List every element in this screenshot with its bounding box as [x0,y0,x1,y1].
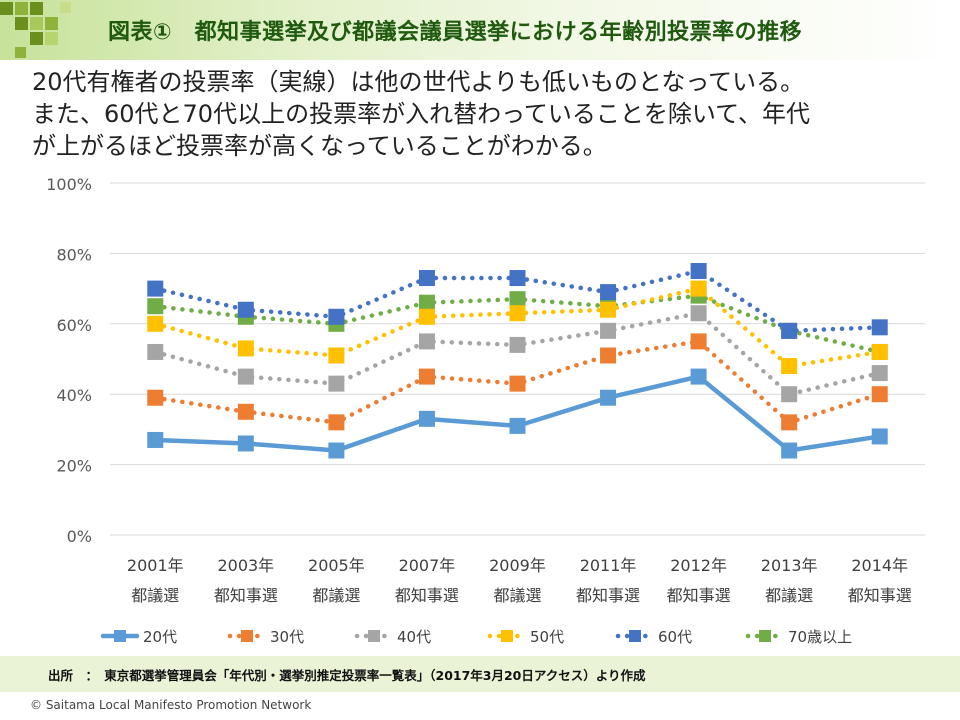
data-point [147,280,164,297]
data-point [509,291,526,308]
data-point [147,315,164,332]
data-point [328,442,345,459]
data-point [418,410,435,427]
copyright: © Saitama Local Manifesto Promotion Netw… [30,698,312,712]
x-tick-label: 都知事選 [848,586,912,605]
data-point [328,308,345,325]
legend-marker [759,630,771,642]
data-point [690,280,707,297]
x-tick-label: 2005年 [308,556,365,575]
data-point [600,347,617,364]
y-tick-label: 0% [67,527,92,546]
y-tick-label: 20% [56,457,92,476]
x-tick-label: 都知事選 [576,586,640,605]
data-point [418,270,435,287]
data-point [328,375,345,392]
description-line: 20代有権者の投票率（実線）は他の世代よりも低いものとなっている。 [32,68,805,96]
data-point [690,305,707,322]
data-point [509,375,526,392]
logo-squares-icon [0,2,71,58]
data-point [871,319,888,336]
data-point [509,417,526,434]
legend-marker [501,630,513,642]
legend-label: 50代 [530,628,564,646]
x-tick-label: 2003年 [217,556,274,575]
data-point [237,403,254,420]
description-line: また、60代と70代以上の投票率が入れ替わっていることを除いて、年代 [32,100,810,128]
data-point [237,435,254,452]
x-tick-label: 2009年 [489,556,546,575]
data-point [690,368,707,385]
data-point [509,305,526,322]
data-point [781,358,798,375]
data-point [147,389,164,406]
x-tick-label: 都知事選 [667,586,731,605]
data-point [871,428,888,445]
data-point [328,414,345,431]
data-point [600,389,617,406]
legend-label: 20代 [143,628,177,646]
data-point [237,340,254,357]
x-tick-label: 都議選 [493,586,541,605]
legend-marker [629,630,641,642]
x-tick-label: 2007年 [399,556,456,575]
source-bar: 出所 ： 東京都選挙管理員会「年代別・選挙別推定投票率一覧表」（2017年3月2… [0,656,960,692]
data-point [418,333,435,350]
data-point [600,301,617,318]
description-line: が上がるほど投票率が高くなっていることがわかる。 [32,132,607,160]
data-point [781,322,798,339]
x-tick-label: 2011年 [580,556,637,575]
description: 20代有権者の投票率（実線）は他の世代よりも低いものとなっている。 また、60代… [32,66,932,162]
legend-label: 40代 [397,628,431,646]
x-tick-label: 2014年 [851,556,908,575]
data-point [328,347,345,364]
y-tick-label: 100% [46,175,92,194]
data-point [237,368,254,385]
legend-label: 70歳以上 [788,628,852,646]
x-tick-label: 都知事選 [214,586,278,605]
data-point [418,294,435,311]
x-tick-label: 都知事選 [395,586,459,605]
data-point [690,263,707,279]
data-point [237,301,254,318]
data-point [509,336,526,353]
y-tick-label: 40% [56,386,92,405]
data-point [871,365,888,382]
data-point [600,322,617,339]
page-title: 図表① 都知事選挙及び都議会議員選挙における年齢別投票率の推移 [108,20,803,45]
x-tick-label: 都議選 [765,586,813,605]
x-tick-label: 都議選 [131,586,179,605]
data-point [781,442,798,459]
data-point [600,284,617,301]
legend-marker [241,630,253,642]
data-point [509,270,526,287]
data-point [147,343,164,360]
data-point [871,386,888,403]
legend-marker [114,630,126,642]
data-point [871,343,888,360]
legend-marker [368,630,380,642]
data-point [781,414,798,431]
data-point [418,308,435,325]
data-point [781,386,798,403]
data-point [418,368,435,385]
legend-label: 60代 [658,628,692,646]
data-point [690,333,707,350]
x-tick-label: 都議選 [312,586,360,605]
data-point [147,431,164,448]
legend-label: 30代 [270,628,304,646]
x-tick-label: 2012年 [670,556,727,575]
data-point [147,298,164,315]
x-tick-label: 2001年 [127,556,184,575]
y-tick-label: 60% [56,316,92,335]
source-text: 出所 ： 東京都選挙管理員会「年代別・選挙別推定投票率一覧表」（2017年3月2… [48,668,646,683]
header-bar: 図表① 都知事選挙及び都議会議員選挙における年齢別投票率の推移 [0,0,960,60]
y-tick-label: 80% [56,245,92,264]
x-tick-label: 2013年 [761,556,818,575]
